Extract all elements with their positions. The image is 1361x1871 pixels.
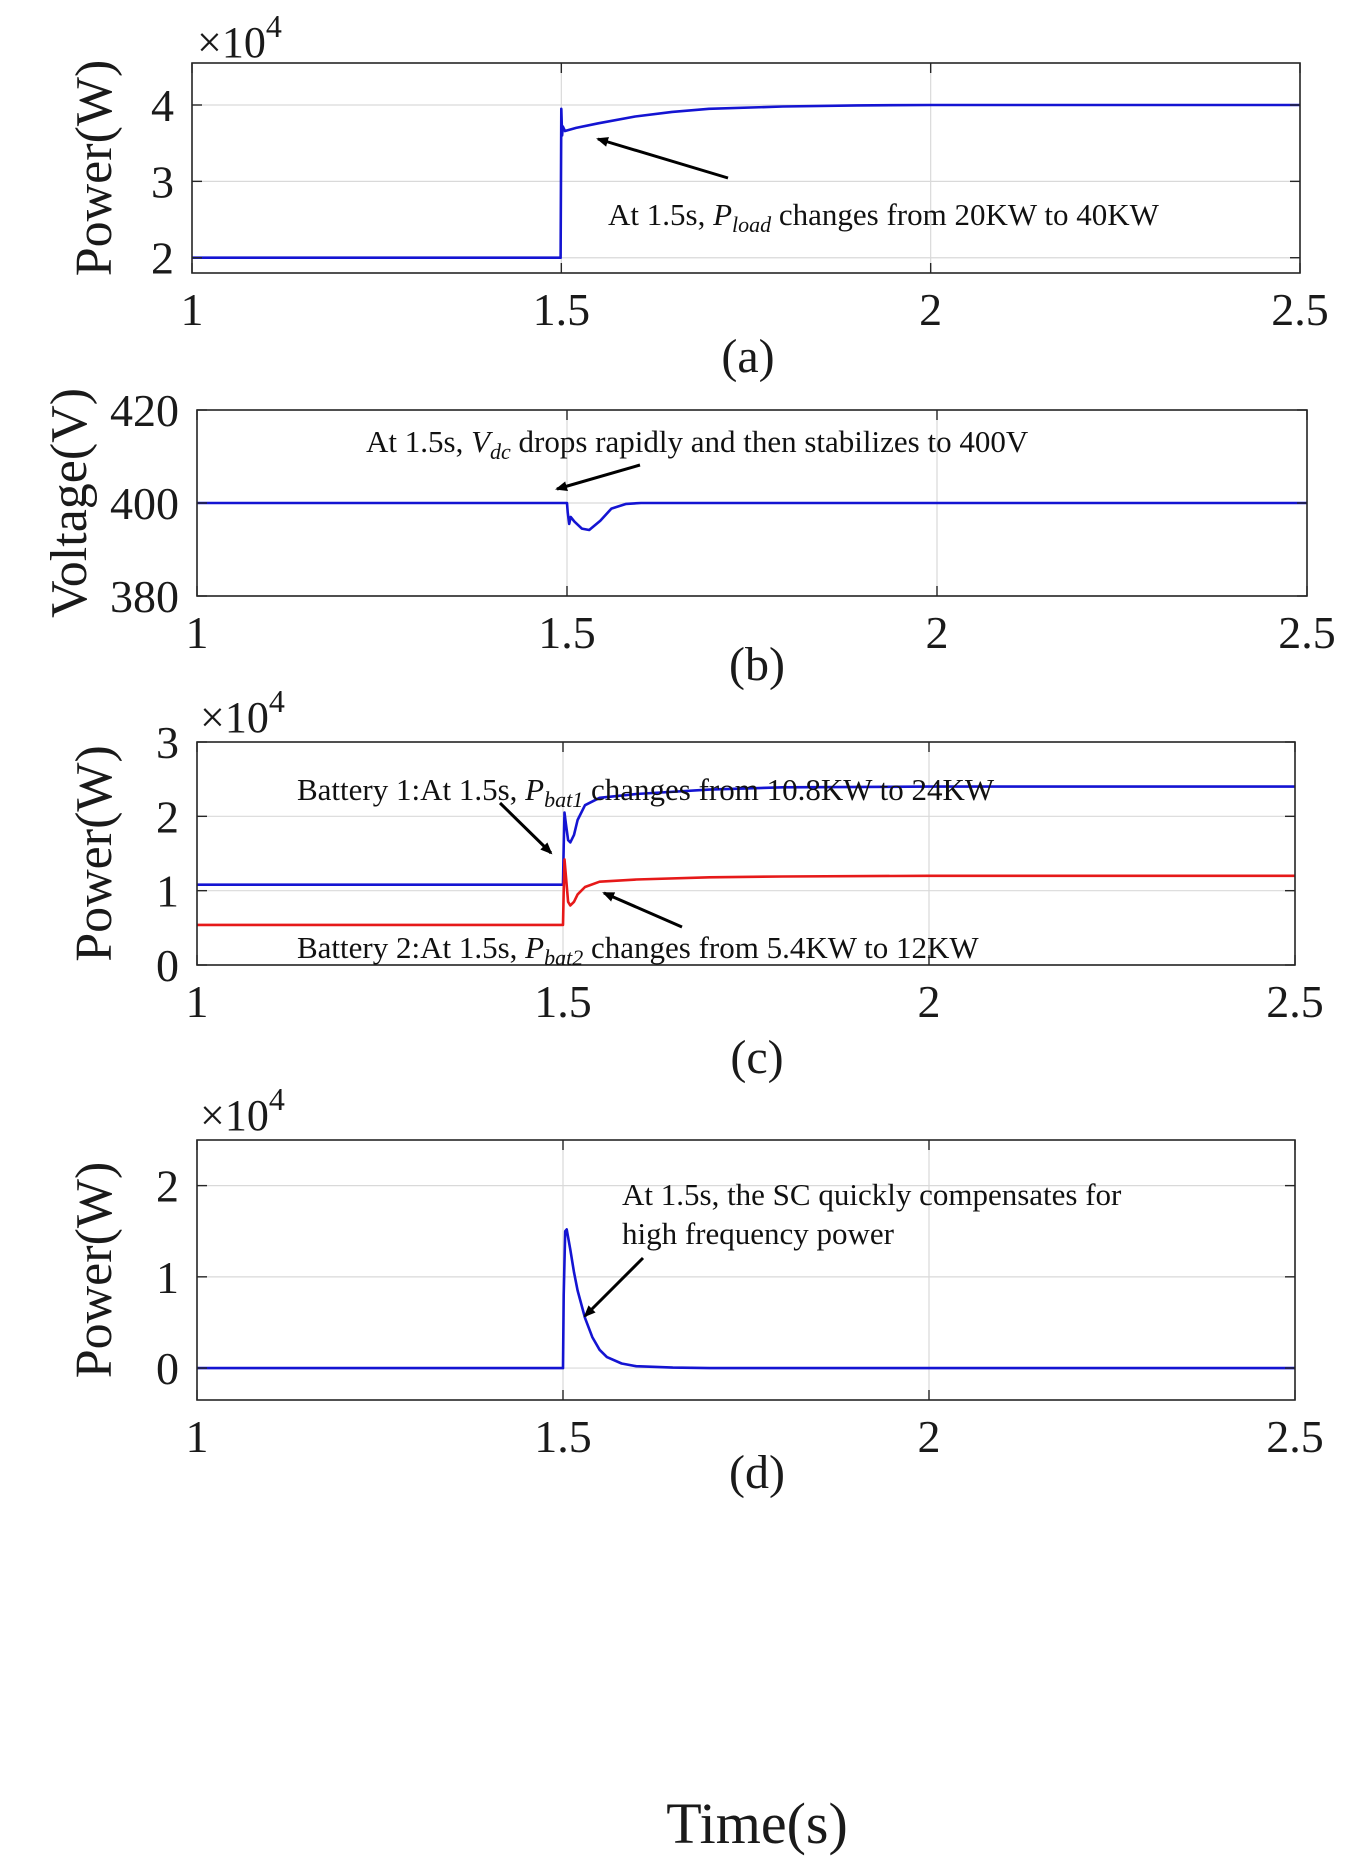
annotation-text-1: At 1.5s, the SC quickly compensates for h… — [622, 1177, 1122, 1251]
y-tick-label-2: 2 — [156, 1161, 179, 1212]
x-tick-label-0: 1 — [181, 284, 204, 335]
x-tick-label-2: 2 — [919, 284, 942, 335]
y-tick-label-1: 1 — [156, 1252, 179, 1303]
y-tick-label-1: 3 — [151, 156, 174, 207]
y-multiplier: ×104 — [200, 1081, 285, 1140]
annotation-text-2: Battery 2:At 1.5s, Pbat2 changes from 5.… — [297, 930, 979, 970]
panel-label: (a) — [721, 330, 774, 383]
annotation-text-1: At 1.5s, Vdc drops rapidly and then stab… — [366, 424, 1029, 464]
y-axis-label: Voltage(V) — [41, 388, 98, 618]
y-tick-label-1: 400 — [110, 478, 179, 529]
y-axis-label: Power(W) — [66, 745, 123, 962]
y-tick-label-0: 0 — [156, 940, 179, 991]
x-tick-label-2: 2 — [918, 1411, 941, 1462]
y-tick-label-2: 420 — [110, 385, 179, 436]
x-tick-label-3: 2.5 — [1266, 1411, 1324, 1462]
y-tick-label-3: 3 — [156, 717, 179, 768]
y-tick-label-0: 380 — [110, 571, 179, 622]
y-tick-label-2: 2 — [156, 791, 179, 842]
y-axis-label: Power(W) — [66, 1162, 123, 1379]
x-tick-label-2: 2 — [926, 607, 949, 658]
series-psc — [197, 1228, 1295, 1370]
x-tick-label-1: 1.5 — [533, 284, 591, 335]
axes-frame — [196, 1139, 1296, 1401]
x-tick-label-1: 1.5 — [534, 1411, 592, 1462]
y-multiplier: ×104 — [197, 8, 282, 67]
x-tick-label-3: 2.5 — [1278, 607, 1336, 658]
annotation-arrow-2 — [602, 891, 683, 929]
x-tick-label-0: 1 — [186, 1411, 209, 1462]
chart-panel-a: 1 1.5 2 2.5 2 3 4 ×104 Power(W) (a) At 1.5s, Pload… — [66, 8, 1329, 383]
series-pbat2 — [197, 858, 1295, 927]
panel-label: (c) — [730, 1031, 783, 1084]
axes-frame — [196, 741, 1296, 966]
x-tick-label-2: 2 — [918, 976, 941, 1027]
annotation-arrow-1 — [596, 137, 729, 180]
y-tick-label-0: 2 — [151, 233, 174, 284]
series-pbat1 — [197, 785, 1295, 887]
x-tick-label-3: 2.5 — [1266, 976, 1324, 1027]
y-multiplier: ×104 — [200, 683, 285, 742]
x-tick-label-0: 1 — [186, 607, 209, 658]
series-pload — [192, 103, 1300, 260]
series-vdc — [197, 501, 1307, 532]
y-axis-label: Power(W) — [66, 60, 123, 277]
annotation-text-1: Battery 1:At 1.5s, Pbat1 changes from 10… — [297, 772, 995, 812]
x-axis-label: Time(s) — [666, 1791, 848, 1856]
x-tick-label-0: 1 — [186, 976, 209, 1027]
annotation-arrow-1 — [498, 801, 553, 855]
x-tick-label-1: 1.5 — [538, 607, 596, 658]
axes-frame — [191, 62, 1301, 274]
x-tick-label-1: 1.5 — [534, 976, 592, 1027]
annotation-arrow-1 — [583, 1256, 645, 1318]
y-tick-label-0: 0 — [156, 1343, 179, 1394]
y-tick-label-2: 4 — [151, 80, 174, 131]
annotation-arrow-1 — [555, 463, 641, 492]
annotation-text-1: At 1.5s, Pload changes from 20KW to 40KW — [608, 197, 1160, 237]
panel-label: (b) — [729, 638, 785, 691]
x-tick-label-3: 2.5 — [1271, 284, 1329, 335]
panel-label: (d) — [729, 1446, 785, 1499]
y-tick-label-1: 1 — [156, 866, 179, 917]
